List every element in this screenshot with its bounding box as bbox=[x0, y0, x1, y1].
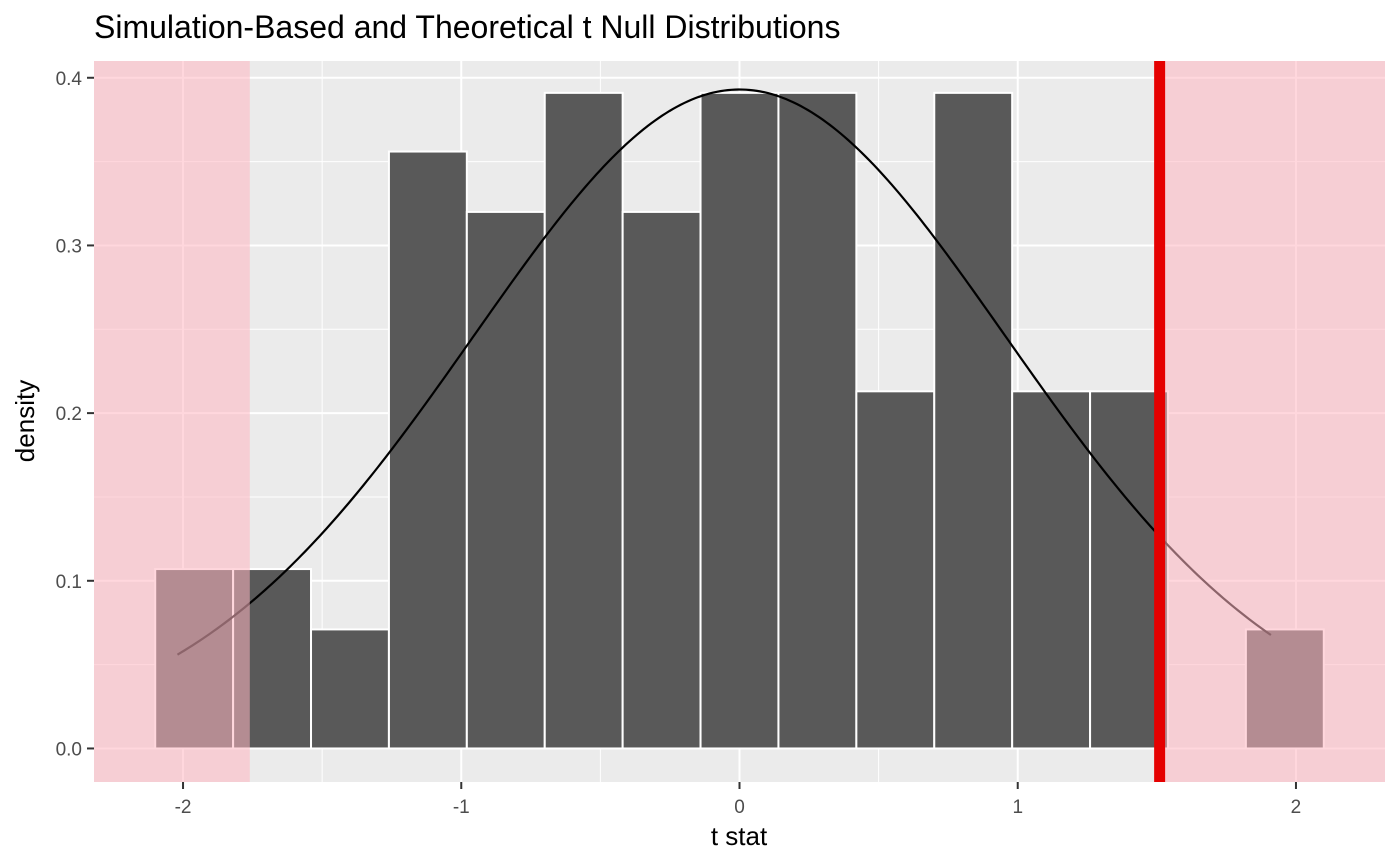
histogram-bar bbox=[855, 390, 936, 750]
shaded-region bbox=[94, 61, 250, 782]
tick-labels: -2 -1 0 1 2 0.0 0.1 0.2 0.3 0.4 bbox=[56, 69, 1302, 818]
x-tick-label: -2 bbox=[175, 797, 192, 818]
y-tick-label: 0.2 bbox=[56, 404, 82, 425]
theoretical-t-curve bbox=[176, 88, 1272, 656]
histogram-bar bbox=[699, 91, 780, 750]
chart-title: Simulation-Based and Theoretical t Null … bbox=[94, 9, 840, 45]
axis-ticks bbox=[87, 76, 1297, 789]
histogram-bar bbox=[1011, 390, 1092, 750]
y-tick-label: 0.4 bbox=[56, 69, 83, 90]
x-tick-label: 1 bbox=[1012, 797, 1023, 818]
y-tick-label: 0.1 bbox=[56, 572, 82, 593]
y-tick-label: 0.3 bbox=[56, 236, 82, 257]
histogram-bar bbox=[777, 91, 858, 750]
histogram-bar bbox=[621, 210, 702, 750]
histogram-bar bbox=[387, 150, 468, 750]
shaded-region bbox=[1159, 61, 1385, 782]
x-tick-label: 0 bbox=[734, 797, 745, 818]
x-tick-label: 2 bbox=[1291, 797, 1302, 818]
y-axis-title: density bbox=[10, 380, 40, 462]
x-tick-label: -1 bbox=[453, 797, 470, 818]
histogram-bar bbox=[310, 628, 390, 750]
y-tick-label: 0.0 bbox=[56, 739, 82, 760]
x-axis-title: t stat bbox=[711, 821, 768, 851]
histogram-bar bbox=[465, 210, 546, 750]
histogram-bar bbox=[933, 91, 1014, 750]
histogram-bar bbox=[543, 91, 624, 750]
shaded-regions bbox=[94, 61, 1385, 782]
